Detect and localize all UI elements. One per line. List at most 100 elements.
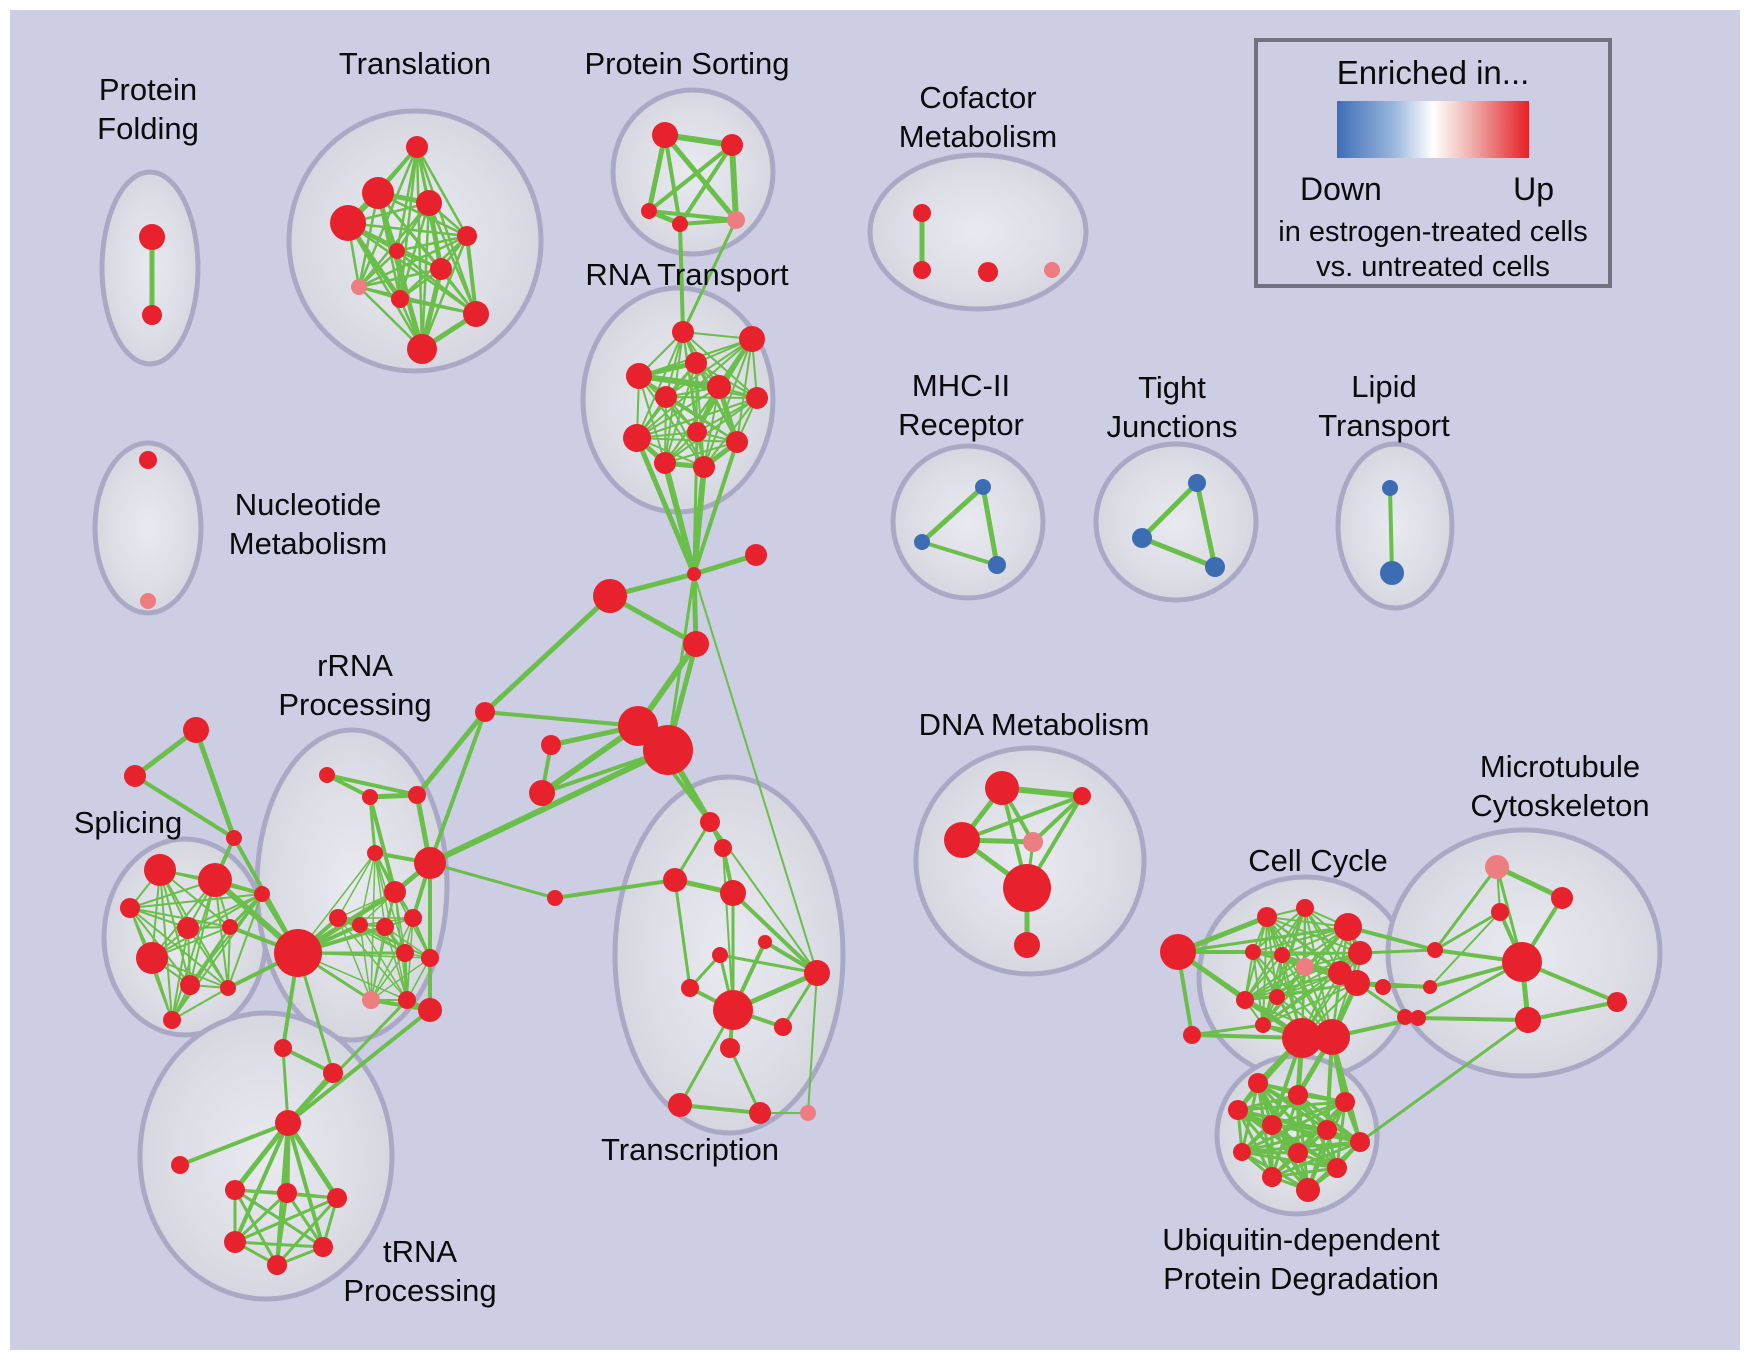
network-edge xyxy=(1139,480,1200,541)
network-edge xyxy=(1276,982,1358,998)
gene-set-node-tj1 xyxy=(1188,474,1206,492)
gene-set-node-t8 xyxy=(351,279,367,295)
gene-set-node-rt8 xyxy=(623,424,651,452)
gene-set-node-trout xyxy=(171,1156,189,1174)
gene-set-node-pf1 xyxy=(139,224,165,250)
gene-set-node-tcn4 xyxy=(720,880,746,906)
network-edge xyxy=(1194,480,1218,570)
network-edge xyxy=(664,441,738,464)
network-edge xyxy=(420,234,469,351)
gene-set-node-rt2 xyxy=(739,326,765,352)
cluster-ellipse-nucleotide-metabolism xyxy=(92,440,204,616)
gene-set-node-t1 xyxy=(406,136,428,158)
gene-set-node-rr4 xyxy=(367,845,383,861)
gene-set-node-rr9 xyxy=(404,909,422,927)
gene-set-node-tj3 xyxy=(1205,557,1225,577)
network-edge xyxy=(233,1188,279,1267)
cluster-ellipse-mhc-ii-receptor xyxy=(890,443,1046,601)
gene-set-node-tr1 xyxy=(183,717,209,743)
gene-set-node-d4 xyxy=(1023,832,1043,852)
network-edge xyxy=(678,143,734,226)
network-edge xyxy=(427,747,671,866)
gene-set-node-u5 xyxy=(1262,1115,1282,1135)
network-edge xyxy=(227,926,231,989)
network-edge xyxy=(159,869,191,986)
network-edge xyxy=(1252,926,1349,953)
network-edge xyxy=(187,893,263,929)
legend-title: Enriched in... xyxy=(1336,54,1530,91)
gene-set-node-ccB xyxy=(1314,1019,1350,1055)
network-edge xyxy=(692,440,739,576)
network-edge xyxy=(728,1046,762,1115)
network-edge xyxy=(178,1121,290,1167)
network-edge xyxy=(1429,911,1501,988)
network-edge xyxy=(359,924,372,1001)
gene-set-node-t11 xyxy=(407,334,437,364)
network-edge xyxy=(1494,864,1565,901)
gene-set-node-u6 xyxy=(1317,1120,1337,1140)
gene-set-node-d5 xyxy=(1003,864,1051,912)
gene-set-node-rt3 xyxy=(626,363,652,389)
network-edge xyxy=(718,953,819,975)
gene-set-node-d1 xyxy=(985,771,1019,805)
gene-set-node-th3 xyxy=(327,1188,347,1208)
cluster-label-ubiquitin-dependent-protein-degradation: Ubiquitin-dependent Protein Degradation xyxy=(1162,1222,1440,1296)
gene-set-node-mc1 xyxy=(1551,887,1573,909)
network-edge xyxy=(647,209,738,222)
cluster-label-translation: Translation xyxy=(339,46,491,81)
gene-set-node-lt1 xyxy=(1382,480,1398,496)
network-edge xyxy=(636,437,738,443)
network-edge xyxy=(427,201,478,316)
network-edge xyxy=(1358,1018,1530,1144)
gene-set-node-s3 xyxy=(120,898,140,918)
gene-set-node-d3 xyxy=(1073,787,1091,805)
gene-set-node-tcn14 xyxy=(749,1102,771,1124)
gene-set-node-sn1 xyxy=(541,735,561,755)
gene-set-node-d2 xyxy=(944,822,980,858)
network-edge xyxy=(960,794,1084,842)
cluster-label-trna-processing: tRNA Processing xyxy=(343,1234,496,1308)
network-edge xyxy=(171,987,229,1021)
gene-set-node-tcn6 xyxy=(712,947,728,963)
gene-set-node-cc4 xyxy=(1245,944,1261,960)
gene-set-node-sn2 xyxy=(529,780,555,806)
network-edge xyxy=(415,145,424,351)
gene-set-node-u9 xyxy=(1288,1143,1308,1163)
network-edge xyxy=(666,572,696,752)
gene-set-node-b3 xyxy=(1410,1010,1426,1026)
network-edge xyxy=(171,879,216,1021)
network-edge xyxy=(325,773,419,797)
network-edge xyxy=(703,397,758,468)
cluster-ellipse-rrna-processing xyxy=(254,727,450,1043)
nodes-layer xyxy=(120,122,1627,1275)
network-edge xyxy=(1270,1166,1339,1179)
network-edge xyxy=(370,926,386,1001)
gene-set-node-u3 xyxy=(1228,1100,1248,1120)
gene-set-node-rr5 xyxy=(384,881,406,903)
network-edge xyxy=(664,397,758,464)
network-edge xyxy=(1433,910,1502,952)
gene-set-node-mc4 xyxy=(1607,992,1627,1012)
network-edge xyxy=(337,917,406,954)
network-edge xyxy=(731,891,819,975)
network-edge xyxy=(636,338,753,439)
gene-set-node-cc8 xyxy=(1344,970,1370,996)
gene-set-node-t2 xyxy=(362,177,394,209)
gene-set-node-rt10 xyxy=(726,431,748,453)
gene-set-node-cc12 xyxy=(1375,979,1391,995)
network-edge xyxy=(483,710,640,728)
network-edge xyxy=(673,878,692,990)
network-edge xyxy=(357,234,469,289)
gene-set-node-hB xyxy=(643,725,693,775)
gene-set-node-s1 xyxy=(144,854,176,886)
network-edge xyxy=(286,998,409,1125)
cluster-label-rrna-processing: rRNA Processing xyxy=(278,648,431,722)
network-edge xyxy=(414,709,488,798)
gene-set-node-s5 xyxy=(222,919,238,935)
network-edge xyxy=(1176,925,1350,954)
network-edge xyxy=(678,218,738,226)
gene-set-node-cf3 xyxy=(978,262,998,282)
network-edge xyxy=(337,852,376,919)
gene-set-node-cc3 xyxy=(1334,913,1362,941)
network-edge xyxy=(193,727,237,841)
